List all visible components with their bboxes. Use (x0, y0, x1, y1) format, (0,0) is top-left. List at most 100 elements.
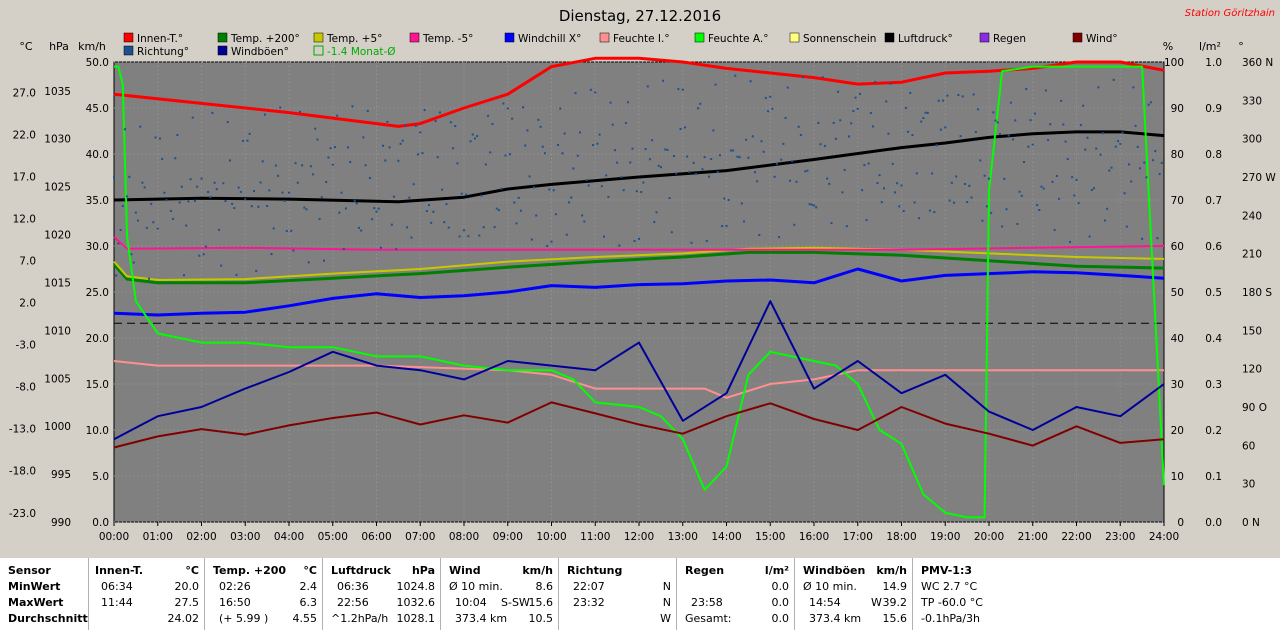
richtung-point (228, 159, 231, 162)
rain-tick-label: 0.1 (1205, 471, 1222, 483)
richtung-point (992, 111, 995, 114)
richtung-point (854, 96, 857, 99)
direction-tick-label: 330 (1242, 95, 1262, 107)
rain-tick-label: 0.9 (1205, 103, 1222, 115)
richtung-point (736, 155, 739, 158)
richtung-point (1084, 148, 1087, 151)
richtung-point (620, 176, 623, 179)
stats-innen-min-value: 20.0 (174, 580, 200, 593)
richtung-point (804, 170, 807, 173)
stats-wind-distance: 373.4 km (455, 612, 508, 625)
legend-swatch (313, 45, 324, 56)
richtung-point (288, 191, 290, 194)
richtung-point (1023, 161, 1025, 164)
legend-swatch (217, 32, 228, 43)
richtung-point (1031, 143, 1034, 146)
kmh-tick-label: 30.0 (86, 241, 109, 253)
richtung-point (277, 174, 280, 177)
richtung-point (664, 148, 667, 151)
richtung-point (887, 132, 890, 135)
richtung-point (360, 229, 363, 232)
richtung-point (143, 186, 146, 189)
richtung-point (1156, 237, 1159, 240)
richtung-point (530, 238, 533, 241)
stats-temp200-max-value: 6.3 (299, 596, 318, 609)
richtung-point (561, 152, 564, 155)
richtung-point (126, 195, 129, 198)
temp-tick-label: 17.0 (13, 172, 36, 184)
kmh-tick-label: 40.0 (86, 149, 109, 161)
richtung-point (331, 163, 334, 166)
unit-percent: % (1163, 40, 1173, 53)
richtung-point (679, 127, 682, 130)
richtung-point (364, 164, 367, 167)
richtung-point (950, 181, 953, 184)
series-feuchte-aussen (114, 65, 1165, 519)
richtung-point (603, 235, 605, 238)
richtung-point (1029, 119, 1032, 122)
stats-sensor-title: Sensor (8, 564, 51, 577)
richtung-point (675, 172, 678, 175)
richtung-point (692, 161, 695, 164)
stats-windboeen-title: Windböen (803, 564, 866, 577)
richtung-point (764, 96, 767, 99)
richtung-point (266, 205, 269, 208)
hpa-tick-label: 1035 (44, 86, 71, 98)
richtung-point (388, 146, 391, 149)
richtung-point (1136, 145, 1139, 148)
richtung-point (1025, 88, 1028, 91)
stats-row-max: MaxWert (8, 596, 64, 609)
richtung-point (688, 170, 691, 173)
legend-item: Windböen° (217, 45, 289, 58)
richtung-point (948, 199, 951, 202)
time-tick-label: 06:00 (361, 531, 391, 543)
richtung-point (977, 108, 980, 111)
richtung-point (452, 147, 455, 150)
richtung-point (428, 204, 430, 207)
richtung-point (484, 163, 487, 166)
richtung-point (489, 151, 492, 154)
richtung-point (655, 211, 658, 214)
richtung-point (988, 177, 990, 180)
richtung-point (1138, 167, 1141, 170)
direction-tick-label: 240 (1242, 210, 1262, 222)
richtung-point (390, 223, 393, 226)
percent-tick-label: 60 (1171, 241, 1184, 253)
richtung-point (220, 264, 223, 267)
richtung-point (1075, 178, 1078, 181)
richtung-point (806, 169, 809, 172)
temp-tick-label: -3.0 (16, 340, 37, 352)
richtung-point (1060, 99, 1063, 102)
legend-swatch (1072, 32, 1083, 43)
richtung-point (1103, 219, 1106, 222)
richtung-point (673, 154, 675, 157)
richtung-point (316, 138, 319, 141)
richtung-point (797, 125, 800, 128)
direction-tick-label: 0 N (1242, 517, 1260, 529)
legend-label: Feuchte I.° (613, 33, 670, 45)
rain-tick-label: 0.6 (1205, 241, 1222, 253)
temp-tick-label: 7.0 (19, 256, 36, 268)
richtung-point (773, 175, 776, 178)
hpa-tick-label: 1000 (44, 421, 71, 433)
richtung-point (130, 253, 133, 256)
richtung-point (495, 207, 498, 210)
richtung-point (1130, 180, 1133, 183)
direction-tick-label: 210 (1242, 249, 1262, 261)
richtung-point (1154, 150, 1157, 153)
stats-temp200-unit: °C (303, 564, 317, 577)
legend-label: Sonnenschein (803, 33, 876, 45)
stats-row-avg: Durchschnitt (8, 612, 88, 625)
time-tick-label: 24:00 (1149, 531, 1179, 543)
richtung-point (570, 196, 573, 199)
richtung-point (115, 274, 118, 277)
richtung-point (213, 181, 216, 184)
richtung-point (611, 123, 614, 126)
richtung-point (725, 224, 728, 227)
richtung-point (270, 253, 273, 256)
richtung-point (640, 191, 643, 194)
kmh-tick-label: 45.0 (86, 103, 109, 115)
series-temp-200 (112, 250, 1165, 285)
richtung-point (513, 201, 516, 204)
stats-windboeen-unit: km/h (876, 564, 907, 577)
